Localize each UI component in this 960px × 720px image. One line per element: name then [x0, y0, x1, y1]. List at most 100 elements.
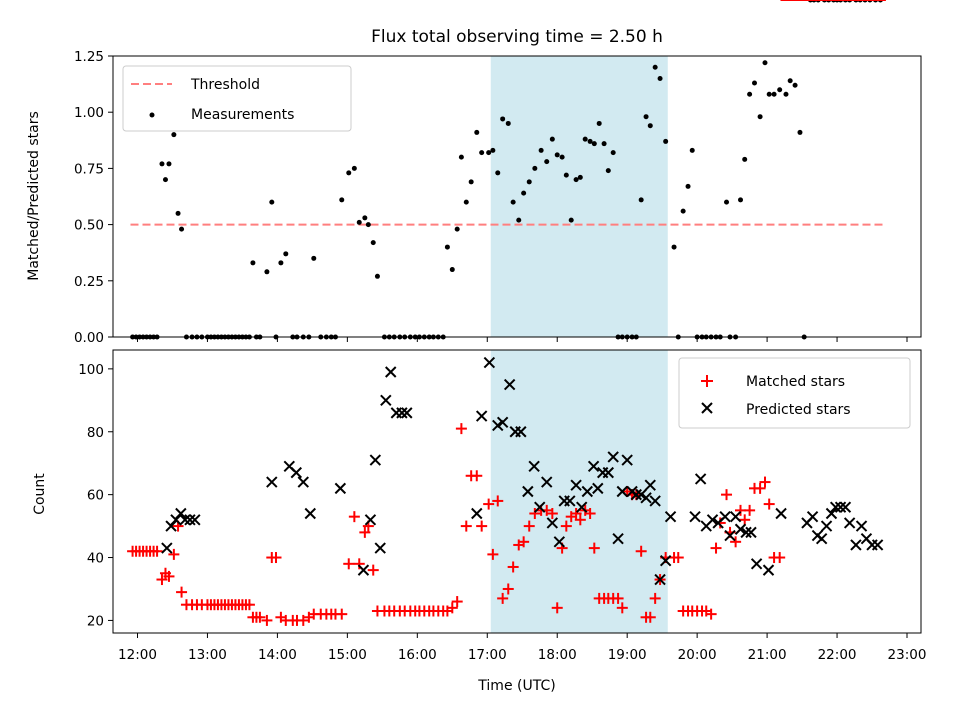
legend-measurements-label: Measurements: [191, 107, 294, 123]
measurement-point: [449, 267, 455, 273]
measurement-point: [171, 132, 177, 138]
predicted-star-point: [290, 466, 302, 479]
x-tick-label: 18:00: [538, 647, 577, 663]
predicted-star-point: [483, 356, 496, 369]
predicted-star-point: [706, 514, 719, 526]
measurement-point: [544, 159, 550, 165]
predicted-star-point: [740, 526, 752, 539]
measurement-point: [610, 150, 616, 156]
measurement-point: [474, 129, 480, 135]
predicted-star-point: [607, 451, 619, 463]
measurement-point: [587, 138, 593, 144]
bottom-y-ticks: 20 40 60 80 100: [78, 362, 113, 629]
predicted-star-point: [694, 473, 707, 485]
predicted-star-point: [161, 542, 173, 554]
matched-star-point: [570, 508, 582, 520]
measurement-point: [554, 152, 560, 158]
measurement-point: [454, 226, 460, 232]
predicted-star-point: [534, 501, 546, 513]
predicted-star-point: [380, 394, 392, 407]
x-tick-label: 15:00: [328, 647, 367, 663]
matched-star-point: [359, 526, 371, 538]
top-axes-frame: [112, 55, 922, 338]
measurement-point: [777, 87, 783, 93]
x-tick-label: 20:00: [678, 647, 717, 663]
measurement-point: [495, 170, 501, 176]
measurement-point: [463, 199, 469, 205]
predicted-star-point: [750, 558, 763, 570]
predicted-star-point: [357, 564, 370, 576]
predicted-star-point: [815, 532, 828, 545]
measurement-point: [742, 156, 748, 162]
matched-star-point: [518, 536, 530, 548]
matched-star-point: [163, 570, 175, 582]
matched-star-point: [156, 574, 168, 586]
matched-star-point: [151, 545, 163, 557]
predicted-star-point: [541, 476, 553, 488]
matched-star-point: [672, 552, 684, 564]
measurement-point: [757, 114, 763, 120]
chart-title: Flux total observing time = 2.50 h: [371, 27, 663, 47]
predicted-star-point: [564, 495, 576, 507]
bottom-y-tick-label: 20: [87, 613, 104, 629]
measurement-point: [516, 217, 522, 223]
predicted-star-point: [855, 520, 868, 532]
measurement-point: [166, 161, 172, 167]
measurement-point: [549, 136, 555, 142]
matched-star-point: [455, 423, 467, 435]
measurement-point: [370, 240, 376, 246]
measurement-point: [505, 120, 511, 126]
measurement-point: [159, 161, 165, 167]
matched-star-point: [243, 599, 255, 611]
measurement-point: [771, 91, 777, 97]
measurement-point: [647, 123, 653, 129]
predicted-star-point: [775, 507, 787, 520]
measurement-point: [283, 251, 289, 257]
matched-star-point: [451, 596, 463, 608]
predicted-star-point: [374, 542, 386, 554]
predicted-star-point: [515, 426, 527, 438]
top-y-tick-label: 0.50: [74, 218, 104, 234]
predicted-star-point: [649, 495, 661, 507]
predicted-stars-points: [161, 356, 884, 586]
predicted-star-point: [297, 476, 309, 488]
predicted-star-point: [850, 539, 862, 551]
predicted-star-point: [640, 492, 652, 504]
x-tick-label: 12:00: [118, 647, 157, 663]
x-tick-label: 21:00: [748, 647, 787, 663]
predicted-star-point: [396, 407, 408, 419]
predicted-star-point: [659, 554, 672, 567]
matched-star-point: [492, 495, 504, 507]
measurement-point: [444, 244, 450, 250]
matched-star-point: [721, 489, 733, 501]
predicted-star-point: [581, 485, 594, 498]
measurement-point: [762, 60, 768, 66]
predicted-star-point: [630, 488, 642, 501]
matched-star-point: [759, 476, 771, 488]
x-tick-label: 16:00: [398, 647, 437, 663]
legend-matched-label: Matched stars: [746, 374, 845, 390]
measurement-point: [521, 190, 527, 196]
top-y-tick-label: 1.25: [74, 49, 104, 65]
matched-star-point: [560, 520, 572, 532]
measurement-point: [339, 197, 345, 203]
predicted-star-point: [616, 485, 628, 498]
bottom-legend: Matched stars Predicted stars: [678, 357, 911, 429]
measurement-point: [500, 116, 506, 122]
measurement-point: [747, 91, 753, 97]
top-y-tick-label: 0.00: [74, 330, 104, 346]
top-legend-box: [122, 65, 352, 132]
predicted-star-point: [304, 507, 316, 520]
matched-star-point: [774, 552, 786, 564]
matched-star-point: [476, 520, 488, 532]
legend-threshold-label: Threshold: [190, 77, 260, 93]
predicted-star-point: [385, 366, 397, 378]
top-panel: 0.00 0.25 0.50 0.75 1.00 1.25 Matched/Predict…: [26, 0, 922, 346]
matched-star-point: [644, 611, 656, 623]
matched-star-point: [297, 614, 309, 626]
bottom-legend-box: [678, 357, 911, 429]
top-y-tick-label: 0.25: [74, 274, 104, 290]
matched-star-point: [546, 508, 558, 520]
bottom-panel: 20 40 60 80 100 12:00 13:00 14:00 15:00 16:00 17:…: [32, 0, 926, 694]
matched-star-point: [168, 548, 180, 560]
